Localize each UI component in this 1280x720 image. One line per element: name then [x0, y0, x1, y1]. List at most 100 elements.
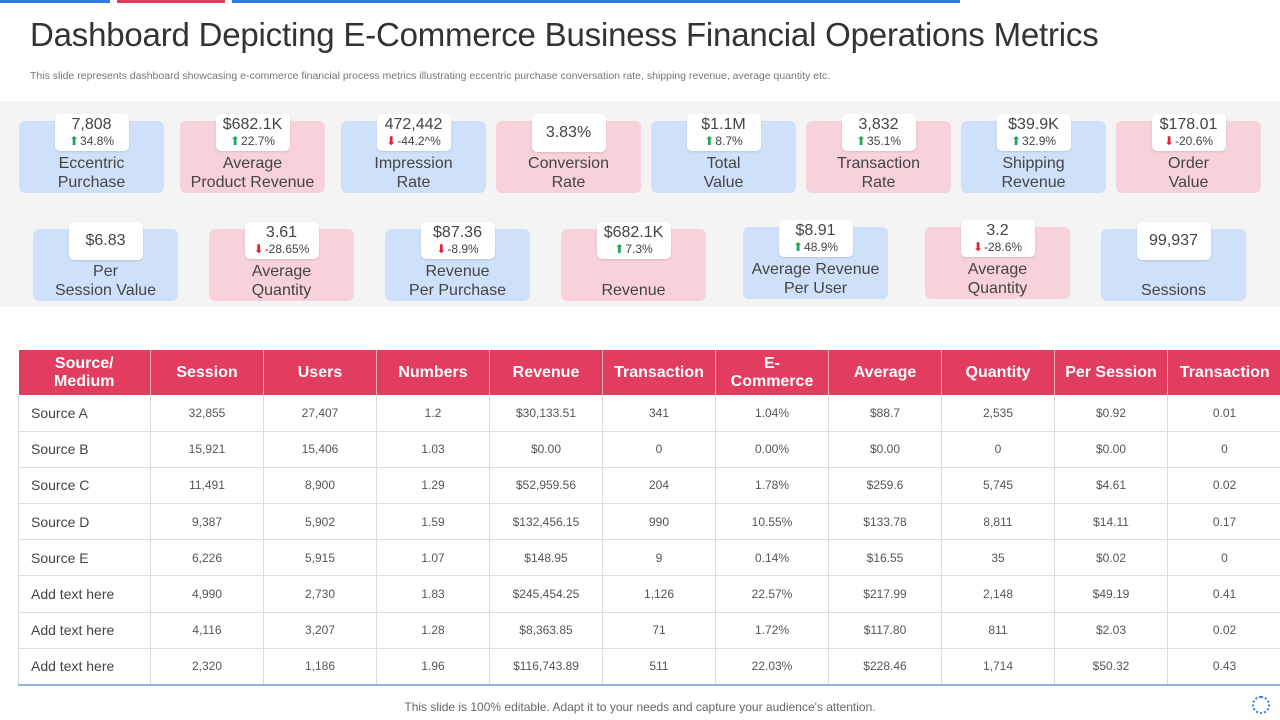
table-cell: 5,915: [263, 539, 377, 577]
table-cell: 35: [941, 539, 1055, 577]
table-cell: $52,959.56: [489, 467, 603, 505]
kpi-change: ⬆22.7%: [216, 134, 290, 148]
kpi-label-line1: Average Revenue: [751, 261, 880, 278]
kpi-change-value: -28.65%: [264, 242, 310, 256]
kpi-value: 3.61: [265, 224, 298, 241]
row-label: Source D: [18, 503, 151, 541]
column-header: Transaction: [1167, 350, 1280, 395]
table-cell: 1.04%: [715, 395, 829, 432]
table-cell: 0.02: [1167, 467, 1280, 505]
table-cell: 0.02: [1167, 612, 1280, 649]
table-cell: 1.96: [376, 648, 490, 686]
kpi-change-value: -20.6%: [1175, 134, 1214, 148]
table-cell: 9,387: [150, 503, 264, 541]
kpi-value-box: $39.9K ⬆32.9%: [996, 114, 1071, 151]
table-cell: 0.41: [1167, 575, 1280, 613]
kpi-value: 7,808: [71, 116, 112, 133]
kpi-value-box: 3,832 ⬆35.1%: [841, 114, 916, 151]
kpi-card: $682.1K ⬆7.3% Revenue: [561, 222, 706, 301]
table-cell: $88.7: [828, 395, 942, 432]
page-title: Dashboard Depicting E-Commerce Business …: [30, 16, 1099, 53]
up-arrow-icon: ⬆: [68, 134, 80, 148]
down-arrow-icon: ⬇: [1163, 134, 1175, 148]
down-arrow-icon: ⬇: [386, 134, 397, 148]
up-arrow-icon: ⬆: [1010, 134, 1022, 148]
table-cell: 2,148: [941, 575, 1055, 613]
kpi-value-box: $8.91 ⬆48.9%: [778, 220, 853, 257]
kpi-change: ⬆35.1%: [842, 134, 916, 148]
table-cell: 71: [602, 612, 716, 649]
table-row: Source A 32,855 27,407 1.2 $30,133.51 341 1.04…: [18, 395, 1280, 432]
kpi-value-box: 3.2 ⬇-28.6%: [960, 220, 1035, 257]
kpi-change: ⬇-8.9%: [421, 242, 495, 256]
table-cell: 0: [1167, 539, 1280, 577]
table-cell: 1.2: [376, 395, 490, 432]
table-cell: 15,921: [150, 431, 264, 468]
table-cell: $217.99: [828, 575, 942, 613]
table-cell: 0.17: [1167, 503, 1280, 541]
table-cell: 3,207: [263, 612, 377, 649]
table-cell: 5,745: [941, 467, 1055, 505]
column-header: Per Session: [1054, 350, 1168, 395]
kpi-label: Order Value: [1116, 154, 1261, 192]
table-cell: $14.11: [1054, 503, 1168, 541]
table-cell: 1.07: [376, 539, 490, 577]
kpi-label-line1: Average: [251, 263, 312, 280]
up-arrow-icon: ⬆: [792, 240, 804, 254]
kpi-change: ⬇-28.65%: [245, 242, 319, 256]
top-accent-bar-blue-wide: [232, 0, 960, 3]
kpi-label-line2: Revenue: [1001, 174, 1066, 191]
kpi-label-line2: Rate: [551, 174, 586, 191]
table-header-row: Source/ Medium Session Users Numbers Revenue…: [18, 350, 1280, 395]
table-cell: $30,133.51: [489, 395, 603, 432]
table-cell: 22.57%: [715, 575, 829, 613]
kpi-label: Sessions: [1101, 281, 1246, 300]
table-cell: 1.59: [376, 503, 490, 541]
table-cell: 511: [602, 648, 716, 686]
kpi-card: $1.1M ⬆8.7% Total Value: [651, 114, 796, 193]
kpi-change: ⬇-28.6%: [961, 240, 1035, 254]
table-cell: $8,363.85: [489, 612, 603, 649]
kpi-change-value: -28.6%: [984, 240, 1023, 254]
kpi-value: 99,937: [1149, 231, 1198, 249]
kpi-change: ⬆7.3%: [597, 242, 671, 256]
kpi-label-line1: Average: [222, 155, 283, 172]
table-cell: 1.28: [376, 612, 490, 649]
kpi-label-line1: Conversion: [528, 155, 609, 172]
kpi-change: ⬆34.8%: [55, 134, 129, 148]
kpi-change-value: 35.1%: [867, 134, 902, 148]
up-arrow-icon: ⬆: [614, 242, 625, 256]
kpi-label-line1: Revenue: [425, 263, 490, 280]
column-header: Revenue: [489, 350, 603, 395]
table-cell: $0.02: [1054, 539, 1168, 577]
kpi-label-line1: Order: [1168, 155, 1209, 172]
kpi-label-line2: Purchase: [57, 174, 126, 191]
table-cell: 0.01: [1167, 395, 1280, 432]
table-cell: 2,535: [941, 395, 1055, 432]
top-accent-bar-red: [117, 0, 225, 3]
kpi-label: Transaction Rate: [806, 154, 951, 192]
kpi-value: $682.1K: [222, 116, 283, 133]
kpi-label-line1: Impression: [374, 155, 453, 172]
kpi-value: $682.1K: [603, 224, 664, 241]
kpi-value-box: 99,937: [1136, 222, 1211, 260]
kpi-change-value: 7.3%: [625, 242, 653, 256]
kpi-change-value: 48.9%: [804, 240, 839, 254]
kpi-card: $8.91 ⬆48.9% Average Revenue Per User: [743, 220, 888, 299]
kpi-card: 99,937 Sessions: [1101, 222, 1246, 301]
kpi-value-box: $682.1K ⬆22.7%: [215, 114, 290, 151]
kpi-value: 3,832: [858, 116, 899, 133]
kpi-card: $39.9K ⬆32.9% Shipping Revenue: [961, 114, 1106, 193]
kpi-label-line2: Quantity: [967, 280, 1028, 297]
table-cell: 2,730: [263, 575, 377, 613]
down-arrow-icon: ⬇: [436, 242, 447, 256]
table-row: Source B 15,921 15,406 1.03 $0.00 0 0.00% $0.00…: [18, 431, 1280, 468]
up-arrow-icon: ⬆: [855, 134, 867, 148]
column-header: E- Commerce: [715, 350, 829, 395]
top-accent-bar-blue: [0, 0, 110, 3]
kpi-value: $87.36: [433, 224, 482, 241]
table-row: Source C 11,491 8,900 1.29 $52,959.56 204 1.78…: [18, 467, 1280, 505]
table-cell: 1.72%: [715, 612, 829, 649]
table-cell: 5,902: [263, 503, 377, 541]
footer-note: This slide is 100% editable. Adapt it to…: [404, 700, 876, 714]
